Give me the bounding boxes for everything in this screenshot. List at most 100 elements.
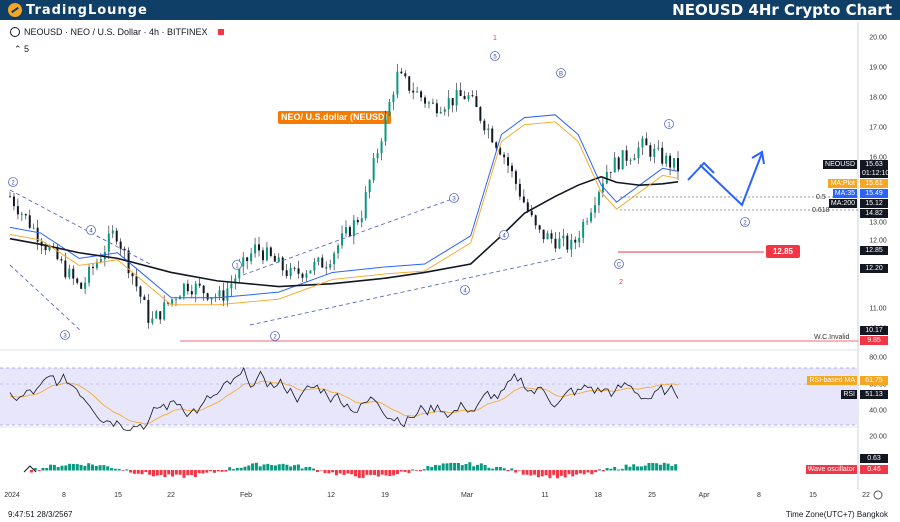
candle-body bbox=[56, 246, 59, 260]
oscillator-bar bbox=[224, 470, 228, 472]
oscillator-bar bbox=[83, 465, 87, 471]
candle-body bbox=[522, 196, 525, 203]
candle-body bbox=[293, 267, 296, 269]
oscillator-bar bbox=[670, 465, 674, 471]
oscillator-bar bbox=[163, 470, 167, 478]
footer: 9:47:51 28/3/2567 Time Zone(UTC+7) Bangk… bbox=[0, 508, 900, 522]
oscillator-bar bbox=[422, 469, 426, 471]
oscillator-bar bbox=[643, 465, 647, 471]
oscillator-bar bbox=[273, 465, 277, 471]
candle-body bbox=[28, 215, 31, 228]
candle-body bbox=[677, 158, 679, 172]
oscillator-bar bbox=[491, 468, 495, 471]
oscillator-bar bbox=[33, 468, 37, 471]
oscillator-bar bbox=[277, 464, 281, 471]
oscillator-bar bbox=[37, 470, 41, 471]
candle-body bbox=[226, 288, 229, 301]
oscillator-bar bbox=[445, 463, 449, 471]
oscillator-bar bbox=[60, 465, 64, 471]
oscillator-bar bbox=[117, 468, 121, 471]
oscillator-bar bbox=[148, 470, 152, 475]
candle-body bbox=[427, 102, 430, 104]
oscillator-bar bbox=[293, 465, 297, 471]
wave-label-circle bbox=[614, 259, 624, 269]
footer-timezone[interactable]: Time Zone(UTC+7) Bangkok bbox=[785, 510, 888, 519]
candle-body bbox=[479, 107, 482, 121]
candle-body bbox=[392, 94, 395, 103]
symbol-info[interactable]: NEOUSD · NEO / U.S. Dollar · 4h · BITFIN… bbox=[10, 27, 224, 37]
oscillator-bar bbox=[102, 465, 106, 471]
oscillator-bar bbox=[212, 470, 216, 473]
candle-body bbox=[463, 95, 466, 100]
symbol-text: NEOUSD · NEO / U.S. Dollar · 4h · BITFIN… bbox=[24, 27, 208, 37]
candle-body bbox=[459, 90, 462, 96]
candle-body bbox=[518, 183, 521, 197]
wc-invalid-label: W.C.Invalid bbox=[814, 334, 850, 341]
candle-body bbox=[242, 257, 245, 267]
candle-body bbox=[420, 91, 423, 98]
wave-value-tag: 0.63 bbox=[860, 454, 888, 463]
oscillator-bar bbox=[628, 466, 632, 471]
candle-body bbox=[218, 290, 221, 297]
candle-body bbox=[653, 148, 656, 157]
rsi-value-tag: 51.13 bbox=[860, 390, 888, 399]
oscillator-bar bbox=[658, 464, 662, 471]
candle-body bbox=[119, 241, 122, 249]
settings-icon[interactable] bbox=[873, 490, 883, 500]
oscillator-bar bbox=[30, 470, 33, 473]
candle-body bbox=[36, 227, 39, 242]
candle-body bbox=[281, 257, 284, 271]
candle-body bbox=[455, 90, 458, 106]
oscillator-bar bbox=[594, 470, 598, 473]
candle-body bbox=[16, 206, 19, 215]
oscillator-bar bbox=[354, 470, 357, 477]
price-axis-label: 20.00 bbox=[869, 35, 887, 42]
oscillator-bar bbox=[98, 465, 102, 471]
candle-body bbox=[123, 248, 126, 251]
wave-label-circle bbox=[449, 193, 459, 203]
oscillator-bar bbox=[350, 470, 354, 475]
time-axis-label: Mar bbox=[461, 492, 474, 499]
wave-label-c1r: 1 bbox=[667, 123, 671, 129]
oscillator-bar bbox=[247, 465, 251, 471]
candle-body bbox=[617, 157, 620, 170]
candle-body bbox=[277, 257, 280, 262]
flag-icon[interactable] bbox=[217, 29, 224, 35]
wave-label-tag: Wave oscillator bbox=[805, 465, 857, 474]
fib-label: 0.618 bbox=[812, 207, 830, 214]
oscillator-bar bbox=[342, 470, 346, 475]
oscillator-bar bbox=[220, 470, 224, 472]
candle-body bbox=[400, 71, 403, 74]
oscillator-bar bbox=[453, 462, 457, 471]
oscillator-bar bbox=[502, 468, 506, 471]
oscillator-bar bbox=[304, 467, 308, 471]
candle-body bbox=[333, 253, 336, 265]
candle-body bbox=[408, 76, 411, 91]
rsi-ma-value-tag: 61.75 bbox=[860, 376, 888, 385]
candle-body bbox=[222, 290, 225, 301]
time-axis-label: 25 bbox=[648, 492, 656, 499]
candle-body bbox=[273, 255, 276, 262]
candle-body bbox=[305, 273, 308, 278]
wave-label-circle bbox=[60, 330, 70, 340]
wave-label-top1: 1 bbox=[493, 35, 497, 42]
indicator-count[interactable]: ⌃ 5 bbox=[14, 44, 30, 54]
time-axis-label: 22 bbox=[167, 492, 175, 499]
candle-body bbox=[471, 95, 474, 97]
candle-body bbox=[487, 128, 490, 131]
price-axis-label: 13.00 bbox=[869, 220, 887, 227]
oscillator-bar bbox=[666, 463, 670, 471]
oscillator-bar bbox=[449, 462, 453, 471]
oscillator-bar bbox=[228, 467, 232, 471]
candle-body bbox=[380, 141, 383, 154]
candle-body bbox=[254, 244, 257, 254]
candle-body bbox=[412, 90, 415, 93]
candle-body bbox=[76, 278, 79, 283]
oscillator-bar bbox=[197, 470, 201, 474]
brand-logo: TradingLounge bbox=[8, 2, 148, 18]
oscillator-bar bbox=[205, 470, 209, 473]
header-bar: TradingLounge NEOUSD 4Hr Crypto Chart bbox=[0, 0, 900, 20]
oscillator-bar bbox=[586, 470, 590, 473]
oscillator-bar bbox=[110, 468, 114, 471]
